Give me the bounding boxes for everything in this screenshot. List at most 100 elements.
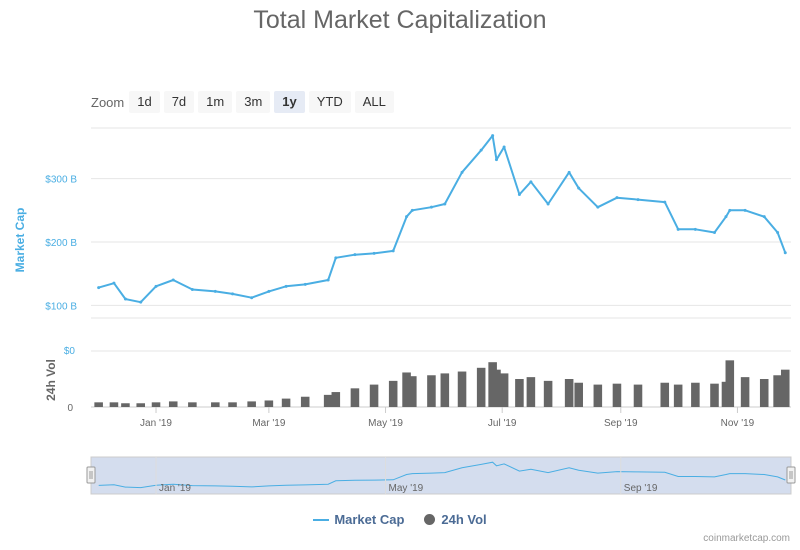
volume-bar [281,398,291,407]
market-cap-point [267,289,271,293]
volume-bar [492,369,501,407]
legend-item-market-cap[interactable]: Market Cap [313,512,404,527]
volume-bar [660,382,670,407]
market-cap-point [391,249,395,253]
x-tick-label: Jan '19 [140,418,172,429]
volume-bar [574,382,583,407]
market-cap-point [615,196,619,200]
volume-bar [780,369,790,407]
volume-bar [673,384,683,407]
market-cap-point [529,180,533,184]
legend-label-24h-vol: 24h Vol [441,512,487,527]
volume-bar [109,402,119,407]
market-cap-point [231,292,235,296]
volume-bar [725,360,735,407]
volume-bar [593,384,603,407]
market-cap-point [663,200,667,204]
volume-bar [264,400,274,407]
market-cap-point [596,205,600,209]
y-axis-title-vol: 24h Vol [44,359,58,401]
market-cap-point [334,256,338,260]
market-cap-point [405,215,409,219]
legend-item-24h-vol[interactable]: 24h Vol [424,512,487,527]
zoom-bar: Zoom 1d 7d 1m 3m 1y YTD ALL [91,91,398,113]
zoom-1m-button[interactable]: 1m [198,91,233,113]
market-cap-point [429,205,433,209]
navigator-left-handle[interactable] [86,466,96,484]
market-cap-point [154,284,158,288]
credits-link[interactable]: coinmarketcap.com [703,533,790,544]
volume-bar [408,376,417,407]
volume-bar [564,379,574,407]
market-cap-line [98,134,787,304]
navigator-tick-label: Jan '19 [159,483,191,494]
volume-bar [691,382,700,407]
market-cap-point [502,145,506,149]
y-tick-label-cap: $300 B [45,175,77,186]
navigator-tick-label: May '19 [389,483,424,494]
volume-bar [331,392,341,407]
zoom-1y-button[interactable]: 1y [274,91,305,113]
navigator-tick-label: Sep '19 [624,483,658,494]
market-cap-point [724,215,728,219]
line-swatch-icon [313,518,330,521]
navigator-mask [90,456,792,495]
volume-bar [121,403,130,407]
market-cap-point [139,300,143,304]
zoom-label: Zoom [91,94,125,110]
chart-title: Total Market Capitalization [253,6,547,34]
volume-bar [773,375,782,407]
market-cap-point [250,296,254,300]
volume-bar [136,403,146,407]
market-cap-point [783,251,787,255]
market-cap-point [762,215,766,219]
volume-bar [457,371,467,407]
market-cap-point [577,186,581,190]
market-cap-point [494,158,498,162]
volume-bar [350,388,360,407]
market-cap-point [776,231,780,234]
volume-bar [612,383,622,407]
zoom-3m-button[interactable]: 3m [236,91,271,113]
market-cap-point [372,251,376,255]
volume-bar [402,372,411,407]
market-cap-point [353,253,357,257]
x-tick-label: May '19 [368,418,403,429]
volume-bar [168,401,178,407]
navigator-right-handle[interactable] [786,466,796,484]
volume-bar [247,401,256,407]
market-cap-point [728,208,732,212]
zoom-ytd-button[interactable]: YTD [308,91,351,113]
market-cap-point [112,281,116,285]
market-cap-point [693,227,697,231]
zoom-7d-button[interactable]: 7d [163,91,195,113]
legend: Market Cap 24h Vol [0,512,800,527]
zoom-1d-button[interactable]: 1d [129,91,160,113]
zoom-all-button[interactable]: ALL [354,91,394,113]
volume-bar [499,373,509,407]
navigator-series-line [98,461,786,489]
volume-bar [388,380,398,407]
market-cap-point [743,208,747,212]
legend-label-market-cap: Market Cap [334,512,405,527]
y-tick-label-vol-top: $0 [64,346,76,357]
volume-bar [300,396,310,407]
market-cap-point [676,227,680,231]
volume-bar [188,402,197,407]
market-cap-point [326,278,330,282]
y-tick-label-cap: $100 B [45,301,77,312]
x-tick-label: Nov '19 [721,418,755,429]
volume-bar [633,384,643,407]
market-cap-point [517,193,521,196]
market-cap-point [546,202,550,206]
volume-bar [228,402,237,407]
y-tick-label-cap: $200 B [45,238,77,249]
volume-bar [427,375,436,407]
volume-bar [543,380,553,407]
x-tick-label: Sep '19 [604,418,638,429]
volume-bar [323,394,333,407]
volume-bar [759,379,769,407]
y-tick-label-vol-zero: 0 [67,403,73,414]
market-cap-point [460,170,464,174]
